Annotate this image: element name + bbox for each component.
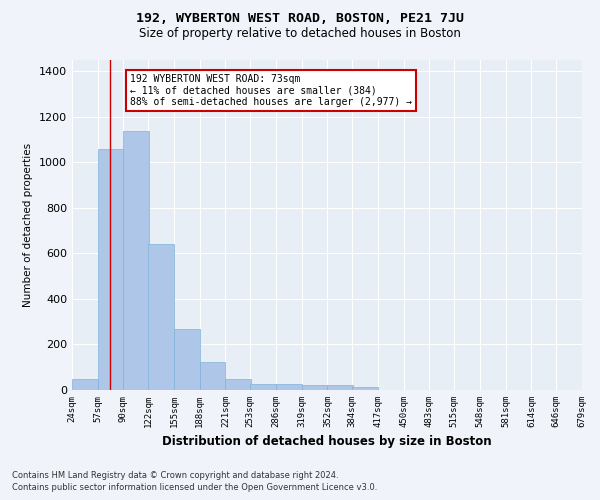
Bar <box>226 378 251 390</box>
Bar <box>328 386 353 390</box>
Text: Contains public sector information licensed under the Open Government Licence v3: Contains public sector information licen… <box>12 484 377 492</box>
Bar <box>250 384 276 390</box>
Text: 192 WYBERTON WEST ROAD: 73sqm
← 11% of detached houses are smaller (384)
88% of : 192 WYBERTON WEST ROAD: 73sqm ← 11% of d… <box>130 74 412 107</box>
Bar <box>72 379 98 390</box>
Bar <box>276 384 302 390</box>
Text: 192, WYBERTON WEST ROAD, BOSTON, PE21 7JU: 192, WYBERTON WEST ROAD, BOSTON, PE21 7J… <box>136 12 464 26</box>
Bar <box>200 362 226 390</box>
Bar <box>352 386 378 390</box>
Bar <box>174 328 200 390</box>
Bar <box>124 130 149 390</box>
Bar <box>148 244 174 390</box>
Text: Contains HM Land Registry data © Crown copyright and database right 2024.: Contains HM Land Registry data © Crown c… <box>12 471 338 480</box>
Bar <box>302 385 328 390</box>
X-axis label: Distribution of detached houses by size in Boston: Distribution of detached houses by size … <box>162 436 492 448</box>
Text: Size of property relative to detached houses in Boston: Size of property relative to detached ho… <box>139 28 461 40</box>
Y-axis label: Number of detached properties: Number of detached properties <box>23 143 34 307</box>
Bar <box>98 149 124 390</box>
